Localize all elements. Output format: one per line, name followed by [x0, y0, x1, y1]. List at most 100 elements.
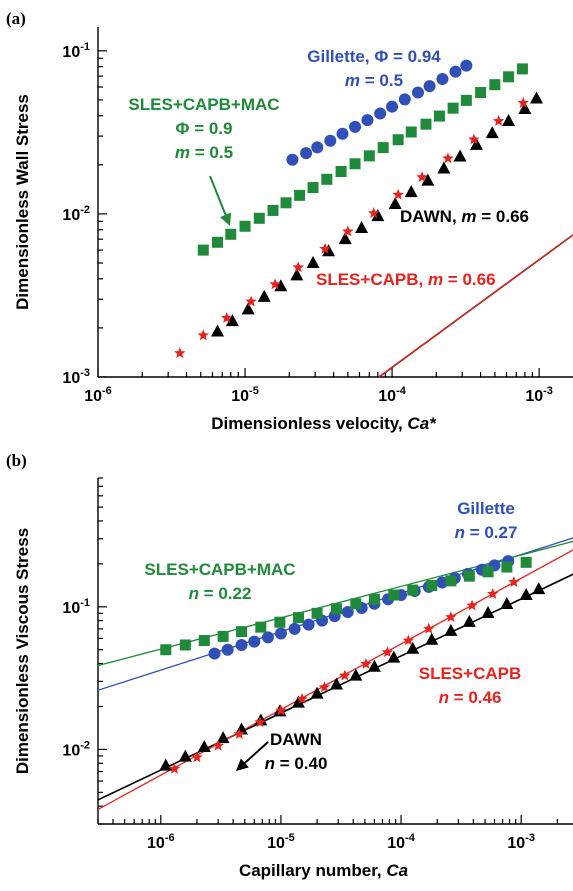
- point-sles-capb-mac: [405, 126, 417, 138]
- point-sles-capb: [442, 152, 454, 164]
- point-sles-capb-mac: [445, 575, 457, 587]
- point-sles-capb-mac: [420, 118, 432, 130]
- point-dawn: [404, 185, 418, 198]
- point-sles-capb-mac: [377, 142, 389, 154]
- point-sles-capb-mac: [212, 236, 224, 248]
- annotation-line: n = 0.27: [455, 523, 518, 542]
- point-sles-capb-mac: [307, 182, 319, 194]
- series-sles-capb-mac: [197, 63, 528, 256]
- tick-exponent: -1: [80, 597, 90, 609]
- point-sles-capb-mac: [392, 134, 404, 146]
- annotation-arrowhead-dawn: [236, 758, 249, 771]
- x-axis-title-variable: Ca: [386, 861, 408, 880]
- point-gillette: [235, 638, 248, 651]
- point-sles-capb: [191, 751, 203, 763]
- tick-exponent: -3: [80, 367, 90, 379]
- point-dawn: [290, 268, 304, 281]
- point-dawn: [371, 209, 385, 222]
- point-sles-capb: [275, 704, 287, 716]
- point-dawn: [406, 641, 420, 654]
- tick-exponent: -5: [249, 385, 259, 397]
- x-tick-label: 10-5: [267, 832, 295, 852]
- tick-exponent: -3: [543, 385, 553, 397]
- annotation-line: Φ = 0.9: [176, 119, 233, 138]
- annotation-line: Gillette: [457, 499, 515, 518]
- y-axis-title: Dimensionless Wall Stress: [13, 94, 32, 310]
- markers: [159, 555, 546, 774]
- point-sles-capb: [296, 692, 308, 704]
- point-sles-capb: [492, 115, 505, 126]
- annotation-line: n = 0.46: [439, 688, 502, 707]
- tick-base: 10: [267, 835, 285, 852]
- annotation-variable: n: [439, 688, 449, 707]
- point-gillette: [349, 120, 362, 133]
- point-gillette: [411, 86, 424, 99]
- point-gillette: [374, 107, 387, 120]
- annotation-dawn: DAWN, m = 0.66: [400, 207, 529, 226]
- point-sles-capb: [197, 329, 209, 341]
- annotation-line: DAWN, m = 0.66: [400, 207, 529, 226]
- point-sles-capb: [402, 634, 415, 646]
- x-tick-label: 10-4: [387, 832, 415, 852]
- fit-line-sles-capb: [377, 234, 573, 377]
- point-gillette: [274, 627, 287, 640]
- annotation-text: SLES+CAPB,: [316, 270, 428, 289]
- tick-base: 10: [62, 600, 80, 617]
- point-dawn: [500, 596, 514, 609]
- point-dawn: [469, 137, 483, 150]
- point-gillette: [436, 72, 449, 85]
- point-gillette: [248, 635, 261, 648]
- point-sles-capb: [342, 225, 354, 237]
- series-sles-capb-mac: [160, 556, 532, 656]
- x-tick-label: 10-5: [231, 385, 259, 405]
- annotation-text: = 0.40: [275, 754, 327, 773]
- point-sles-capb-mac: [447, 102, 459, 114]
- annotation-text: = 0.22: [199, 584, 251, 603]
- point-dawn: [387, 650, 401, 663]
- annotation-text: = 0.66: [443, 270, 495, 289]
- annotation-line: m = 0.5: [175, 143, 233, 162]
- point-sles-capb: [487, 587, 499, 599]
- point-gillette: [449, 65, 462, 78]
- x-axis-title-text: Capillary number,: [239, 861, 386, 880]
- annotation-line: m = 0.5: [345, 71, 403, 90]
- point-gillette: [398, 93, 411, 106]
- point-gillette: [286, 153, 299, 166]
- panel-a: 10-6 10-5 10-4 10-310-310-210-1Dimensionles…: [6, 9, 573, 433]
- point-gillette: [261, 631, 274, 644]
- tick-base: 10: [525, 388, 543, 405]
- annotation-line: SLES+CAPB+MAC: [128, 95, 279, 114]
- annotation-variable: n: [265, 754, 275, 773]
- annotation-line: Gillette, Φ = 0.94: [307, 47, 441, 66]
- annotation-variable: n: [455, 523, 465, 542]
- x-tick-label: 10-4: [378, 385, 406, 405]
- tick-exponent: -1: [80, 41, 90, 53]
- point-sles-capb-mac: [388, 589, 400, 601]
- point-dawn: [421, 173, 435, 186]
- point-sles-capb-mac: [321, 173, 333, 185]
- y-tick-label: 10-2: [62, 204, 90, 224]
- annotation-text: DAWN,: [400, 207, 461, 226]
- point-dawn: [462, 614, 476, 627]
- x-axis-title-variable: Ca*: [407, 414, 437, 433]
- annotation-text: = 0.5: [360, 71, 403, 90]
- point-dawn: [257, 289, 271, 302]
- point-sles-capb: [319, 242, 331, 254]
- point-gillette: [311, 141, 324, 154]
- annotation-line: SLES+CAPB+MAC: [144, 560, 295, 579]
- annotation-text: = 0.5: [190, 143, 233, 162]
- point-sles-capb: [517, 96, 529, 108]
- annotation-arrow-sles-capb-mac: [209, 175, 227, 216]
- point-dawn: [485, 126, 499, 139]
- tick-exponent: -4: [396, 385, 407, 397]
- point-sles-capb-mac: [482, 566, 494, 578]
- point-sles-capb-mac: [274, 616, 286, 628]
- point-sles-capb-mac: [407, 584, 419, 596]
- point-gillette: [336, 127, 349, 140]
- point-dawn: [437, 161, 451, 174]
- annotation-variable: m: [428, 270, 443, 289]
- point-sles-capb-mac: [255, 621, 267, 633]
- point-gillette: [423, 80, 436, 93]
- tick-exponent: -6: [165, 832, 175, 844]
